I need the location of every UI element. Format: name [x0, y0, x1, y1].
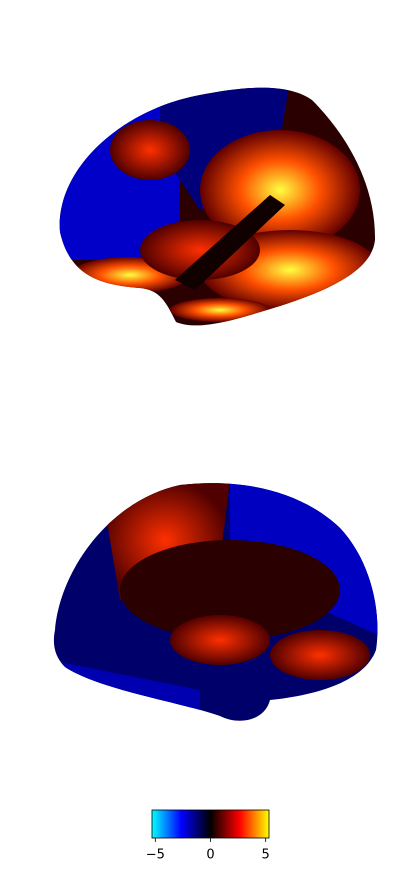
- colorbar: −5 0 5: [146, 809, 270, 863]
- tick-label: −5: [146, 848, 165, 863]
- tick-label: 0: [206, 848, 214, 863]
- tick-label: 5: [262, 848, 270, 863]
- lateral-surface: [59, 87, 376, 326]
- colorbar-box: [151, 809, 270, 839]
- medial-surface: [53, 483, 378, 721]
